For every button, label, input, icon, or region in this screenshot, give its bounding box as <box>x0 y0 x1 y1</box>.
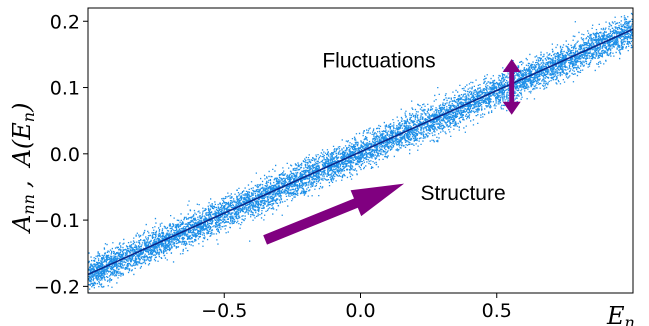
trend-line <box>88 28 633 276</box>
x-axis-label: En <box>606 302 635 326</box>
y-axis-label-subscript: nn <box>19 194 38 215</box>
y-axis-label-second-close: ) <box>8 103 36 113</box>
x-tick-label: −0.5 <box>201 300 247 322</box>
structure-arrow <box>263 183 405 245</box>
y-tick-label: −0.1 <box>34 210 80 232</box>
annotation-structure: Structure <box>420 182 505 205</box>
y-tick-label: −0.2 <box>34 276 80 298</box>
x-axis: −0.5 0.0 0.5 <box>201 293 512 322</box>
y-tick-label: 0.2 <box>50 11 80 33</box>
y-tick-label: 0.0 <box>50 144 80 166</box>
x-axis-label-subscript: n <box>625 313 635 326</box>
scatter-point-cloud <box>88 12 633 293</box>
y-axis-label: Ann, A(En) <box>8 103 38 235</box>
x-axis-label-main: E <box>606 302 625 326</box>
y-axis-label-second: A(E <box>8 122 36 169</box>
annotation-fluctuations: Fluctuations <box>322 50 435 73</box>
scatter-points <box>88 12 633 293</box>
y-tick-label: 0.1 <box>50 78 80 100</box>
x-tick-label: 0.0 <box>345 300 375 322</box>
y-axis-label-separator: , <box>8 180 36 188</box>
fluctuations-arrow <box>502 59 521 115</box>
plot-area <box>88 8 633 293</box>
y-axis-label-second-subscript: n <box>19 112 38 122</box>
y-axis: −0.2 −0.1 0.0 0.1 0.2 <box>34 11 88 298</box>
y-axis-label-main: A <box>8 215 36 234</box>
x-tick-label: 0.5 <box>482 300 512 322</box>
